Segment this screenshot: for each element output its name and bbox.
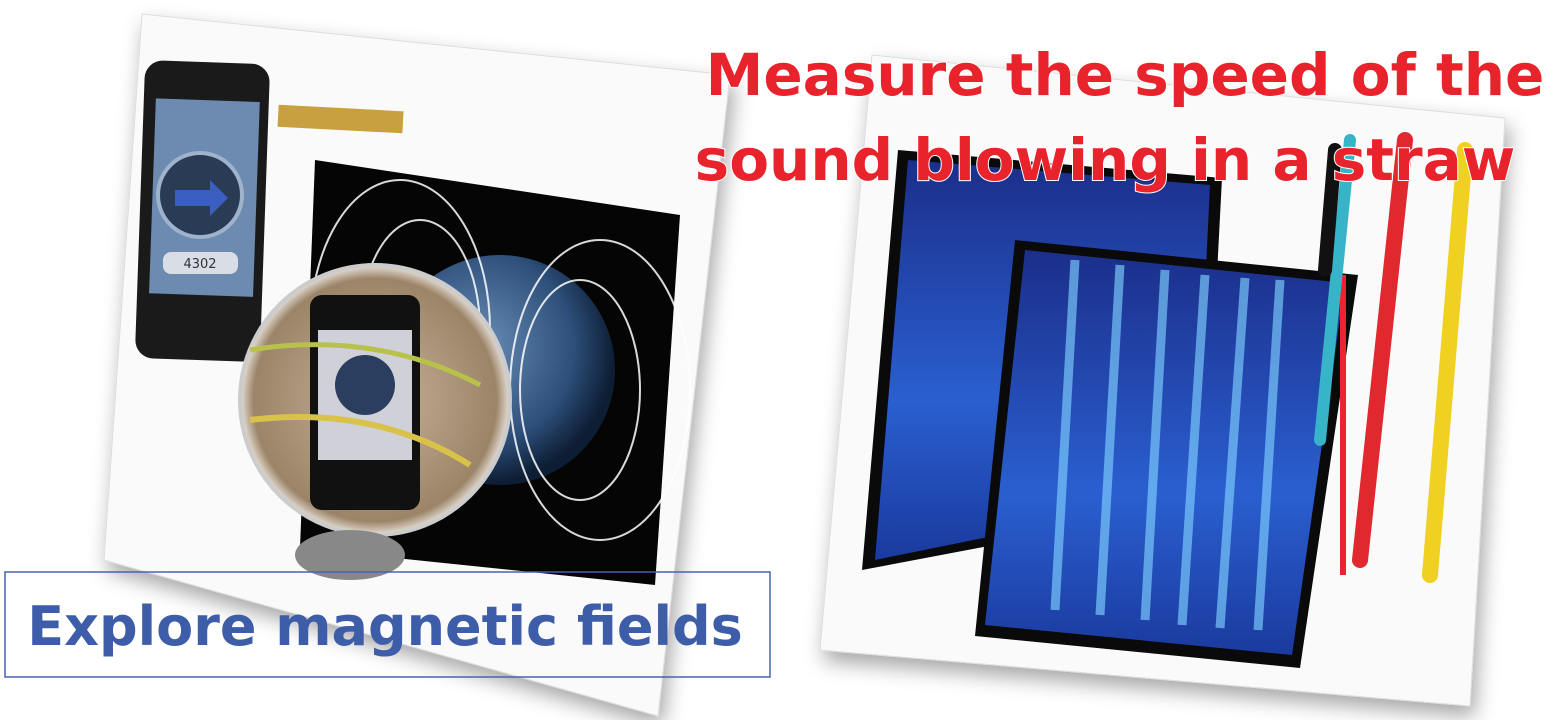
right-panel: Measure the speed of the sound blowing i…: [695, 41, 1545, 706]
page: 4302 Measure the speed of the: [0, 0, 1564, 720]
phone-reading: 4302: [183, 257, 216, 272]
slide: 4302 Measure the speed of the: [0, 0, 1564, 720]
headline: sound blowing in a straw: [695, 126, 1516, 194]
colorbar: [1340, 275, 1346, 575]
caption: Explore magnetic fields: [27, 595, 743, 658]
headline: Measure the speed of the: [706, 41, 1545, 109]
compass: [335, 355, 395, 415]
